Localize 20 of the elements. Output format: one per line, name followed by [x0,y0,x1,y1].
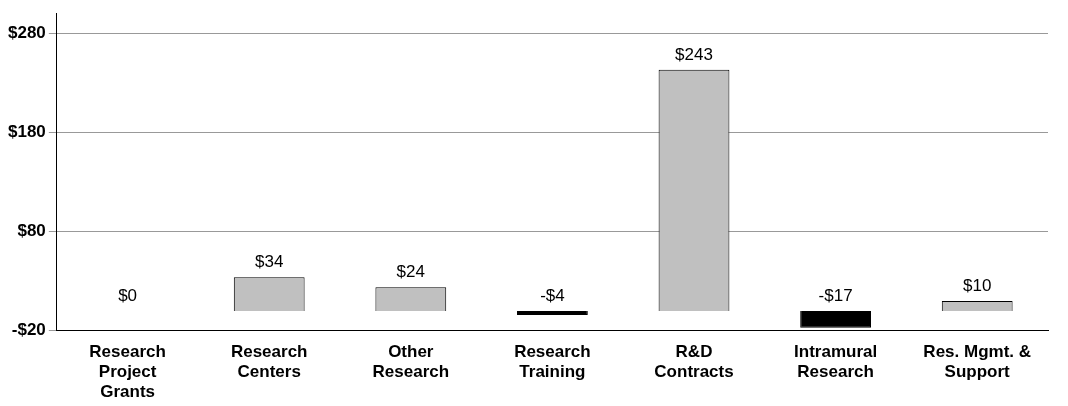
x-tick-label: Other Research [372,341,450,382]
data-label: -$4 [540,286,565,306]
y-tick-label: $280 [7,22,46,42]
y-tick-label: $180 [7,121,46,141]
x-tick-label: Research Project Grants [89,341,166,402]
x-tick-label: Intramural Research [794,341,878,382]
data-label: $0 [118,286,138,306]
x-tick-label: Res. Mgmt. & Support [923,341,1032,382]
bar [517,310,588,315]
y-tick-label: -$20 [11,320,46,340]
data-label: $24 [396,262,425,282]
x-tick-label: Research Training [514,341,591,382]
data-label: -$17 [818,286,853,306]
x-tick-label: Research Centers [230,341,308,382]
y-tick-label: $80 [17,221,46,241]
x-tick-label: R&D Contracts [654,341,734,382]
data-label: $34 [255,252,284,272]
data-label: $243 [675,44,713,64]
bar [800,310,871,328]
data-label: $10 [963,276,992,296]
